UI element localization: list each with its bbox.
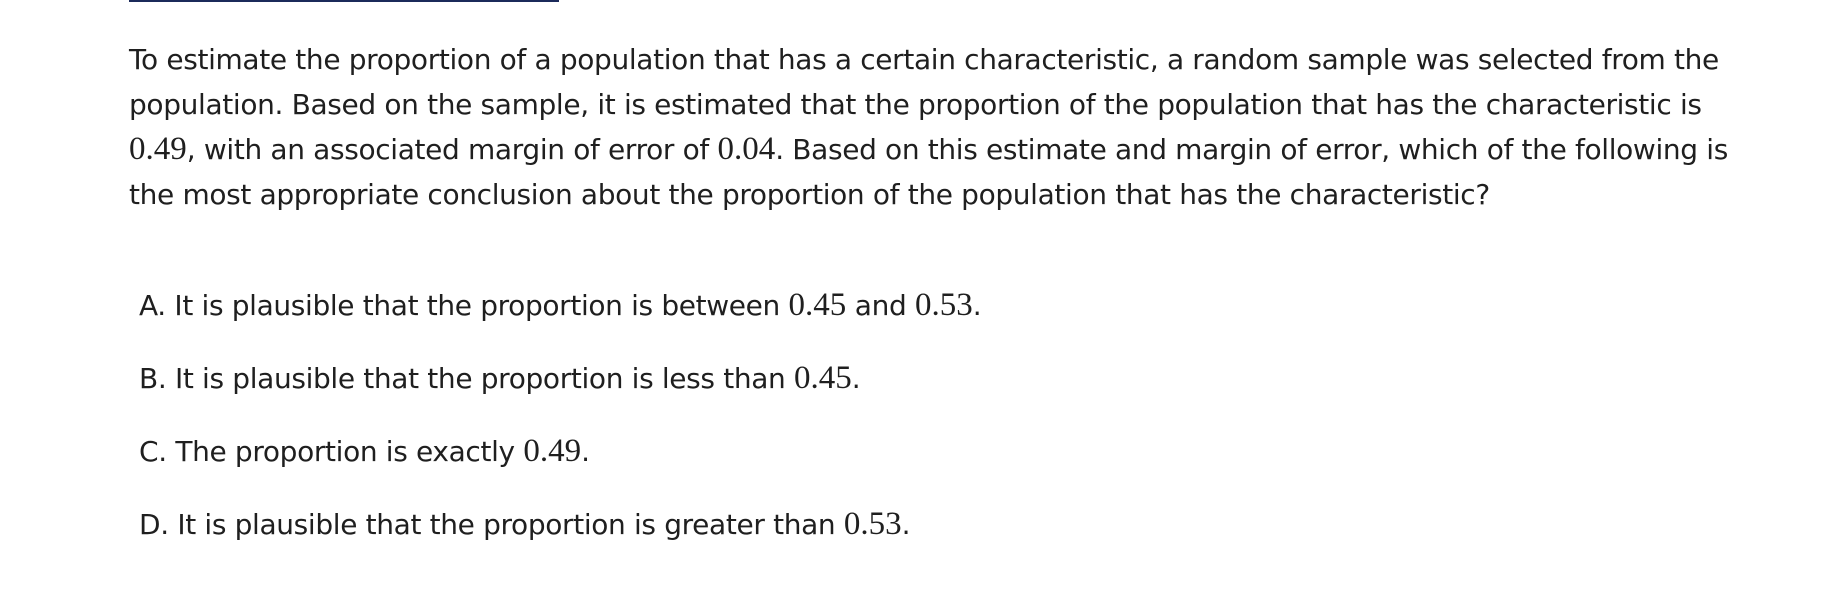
- question-text-part3: . Based on this estimate and margin of e…: [129, 133, 1728, 211]
- answer-choices: A. It is plausible that the proportion i…: [139, 283, 1739, 575]
- choice-math: 0.49: [523, 433, 582, 469]
- choice-d[interactable]: D. It is plausible that the proportion i…: [139, 502, 1739, 575]
- choice-letter: D.: [139, 508, 169, 541]
- choice-text: It is plausible that the proportion is l…: [166, 362, 794, 395]
- choice-text: .: [581, 435, 590, 468]
- question-text-part2: , with an associated margin of error of: [186, 133, 718, 166]
- choice-text: .: [901, 508, 911, 541]
- choice-letter: A.: [139, 289, 166, 322]
- choice-text: The proportion is exactly: [166, 435, 524, 468]
- choice-text: It is plausible that the proportion is b…: [165, 289, 789, 322]
- choice-math: 0.53: [843, 506, 902, 542]
- choice-text: It is plausible that the proportion is g…: [168, 508, 844, 541]
- choice-text: .: [972, 289, 982, 322]
- choice-b[interactable]: B. It is plausible that the proportion i…: [139, 356, 1739, 429]
- choice-math: 0.45: [788, 287, 847, 323]
- choice-c[interactable]: C. The proportion is exactly 0.49.: [139, 429, 1739, 502]
- top-divider: [129, 0, 559, 2]
- choice-letter: C.: [139, 435, 167, 468]
- question-stem: To estimate the proportion of a populati…: [129, 37, 1729, 217]
- choice-text: .: [851, 362, 861, 395]
- choice-letter: B.: [139, 362, 167, 395]
- question-text-part1: To estimate the proportion of a populati…: [129, 43, 1719, 121]
- choice-math: 0.45: [793, 360, 852, 396]
- estimate-value: 0.49: [129, 131, 187, 167]
- margin-of-error-value: 0.04: [717, 131, 776, 167]
- choice-math: 0.53: [914, 287, 973, 323]
- choice-text: and: [846, 289, 915, 322]
- choice-a[interactable]: A. It is plausible that the proportion i…: [139, 283, 1739, 356]
